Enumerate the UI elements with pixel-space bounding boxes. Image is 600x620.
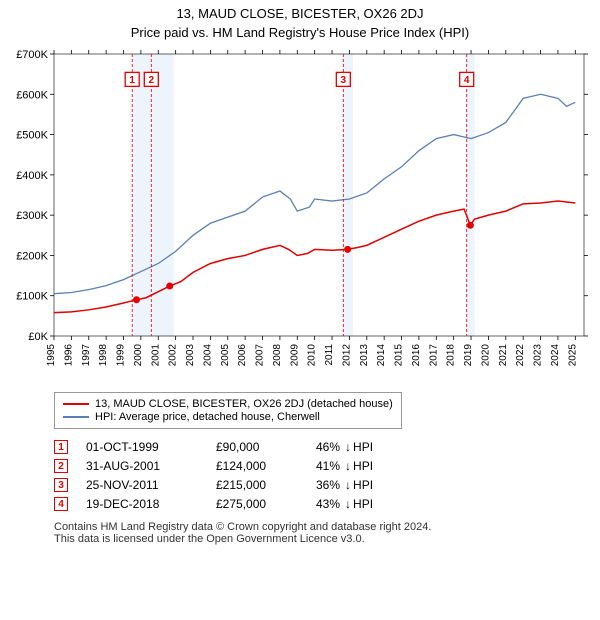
transaction-point	[166, 283, 173, 290]
event-row: 1 01-OCT-1999£90,00046% ↓ HPI	[54, 440, 592, 454]
chart-area: £0K £100K £200K £300K £400K £500K £600K £700K 19…	[8, 46, 592, 386]
x-tick-label: 2012	[341, 344, 352, 367]
x-tick-label: 2019	[463, 344, 474, 367]
event-marker: 3	[54, 478, 68, 492]
x-tick-label: 2025	[567, 344, 578, 367]
x-tick-label: 2000	[133, 344, 144, 367]
x-tick-label: 2008	[272, 344, 283, 367]
event-price: £275,000	[216, 497, 316, 511]
x-tick-label: 2005	[220, 344, 231, 367]
x-tick-label: 2006	[237, 344, 248, 367]
x-tick-label: 1997	[81, 344, 92, 367]
annotation-number: 4	[464, 75, 470, 86]
page-subtitle: Price paid vs. HM Land Registry's House …	[8, 25, 592, 40]
legend-swatch	[63, 403, 89, 405]
event-price: £90,000	[216, 440, 316, 454]
x-tick-label: 2021	[498, 344, 509, 367]
event-price: £215,000	[216, 478, 316, 492]
arrow-down-icon: ↓	[345, 478, 351, 492]
event-diff-ref: HPI	[353, 497, 373, 511]
page-title: 13, MAUD CLOSE, BICESTER, OX26 2DJ	[8, 6, 592, 21]
event-diff-pct: 41%	[316, 459, 340, 473]
y-tick-label: £600K	[16, 89, 48, 101]
y-tick-label: £400K	[16, 170, 48, 182]
event-marker: 1	[54, 440, 68, 454]
event-diff-pct: 36%	[316, 478, 340, 492]
event-date: 31-AUG-2001	[86, 459, 216, 473]
y-tick-label: £200K	[16, 250, 48, 262]
y-tick-label: £700K	[16, 49, 48, 61]
legend-label: 13, MAUD CLOSE, BICESTER, OX26 2DJ (deta…	[95, 398, 393, 410]
y-tick-label: £0K	[28, 331, 48, 343]
footer-text: Contains HM Land Registry data © Crown c…	[54, 521, 592, 545]
event-date: 19-DEC-2018	[86, 497, 216, 511]
x-tick-label: 2015	[394, 344, 405, 367]
annotation-number: 3	[341, 75, 347, 86]
x-tick-label: 1999	[116, 344, 127, 367]
x-tick-label: 2018	[446, 344, 457, 367]
arrow-down-icon: ↓	[345, 459, 351, 473]
x-tick-label: 2017	[428, 344, 439, 367]
event-diff: 36% ↓ HPI	[316, 478, 373, 492]
event-row: 4 19-DEC-2018£275,00043% ↓ HPI	[54, 497, 592, 511]
event-diff-ref: HPI	[353, 459, 373, 473]
x-tick-label: 2010	[307, 344, 318, 367]
x-tick-label: 2011	[324, 344, 335, 366]
event-date: 25-NOV-2011	[86, 478, 216, 492]
x-tick-label: 2016	[411, 344, 422, 367]
x-tick-label: 2024	[550, 344, 561, 367]
event-row: 3 25-NOV-2011£215,00036% ↓ HPI	[54, 478, 592, 492]
event-diff-ref: HPI	[353, 440, 373, 454]
transaction-point	[467, 222, 474, 229]
legend-swatch	[63, 416, 89, 418]
legend-label: HPI: Average price, detached house, Cher…	[95, 411, 320, 423]
annotation-number: 1	[129, 75, 135, 86]
event-diff-pct: 43%	[316, 497, 340, 511]
event-diff: 46% ↓ HPI	[316, 440, 373, 454]
event-marker: 2	[54, 459, 68, 473]
x-tick-label: 2020	[480, 344, 491, 367]
x-tick-label: 1995	[46, 344, 57, 367]
event-row: 2 31-AUG-2001£124,00041% ↓ HPI	[54, 459, 592, 473]
x-tick-label: 2007	[255, 344, 266, 367]
footer-line-1: Contains HM Land Registry data © Crown c…	[54, 521, 592, 533]
highlight-band	[342, 54, 352, 336]
x-tick-label: 2004	[202, 344, 213, 367]
arrow-down-icon: ↓	[345, 497, 351, 511]
arrow-down-icon: ↓	[345, 440, 351, 454]
footer-line-2: This data is licensed under the Open Gov…	[54, 533, 592, 545]
x-tick-label: 1998	[98, 344, 109, 367]
event-diff-pct: 46%	[316, 440, 340, 454]
event-diff: 43% ↓ HPI	[316, 497, 373, 511]
event-date: 01-OCT-1999	[86, 440, 216, 454]
transaction-point	[344, 246, 351, 253]
legend-item: HPI: Average price, detached house, Cher…	[63, 411, 393, 423]
x-tick-label: 2002	[168, 344, 179, 367]
annotation-number: 2	[149, 75, 155, 86]
event-diff-ref: HPI	[353, 478, 373, 492]
y-tick-label: £100K	[16, 291, 48, 303]
event-marker: 4	[54, 497, 68, 511]
x-tick-label: 2022	[515, 344, 526, 367]
y-tick-label: £500K	[16, 130, 48, 142]
event-price: £124,000	[216, 459, 316, 473]
x-tick-label: 2023	[533, 344, 544, 367]
highlight-band	[466, 54, 475, 336]
legend: 13, MAUD CLOSE, BICESTER, OX26 2DJ (deta…	[54, 392, 402, 429]
x-tick-label: 2009	[289, 344, 300, 367]
x-tick-label: 2014	[376, 344, 387, 367]
y-tick-label: £300K	[16, 210, 48, 222]
price-chart: £0K £100K £200K £300K £400K £500K £600K £700K 19…	[8, 46, 592, 386]
x-tick-label: 2001	[150, 344, 161, 367]
events-table: 101-OCT-1999£90,00046%↓ HPI231-AUG-2001£…	[54, 440, 592, 511]
x-tick-label: 2003	[185, 344, 196, 367]
legend-item: 13, MAUD CLOSE, BICESTER, OX26 2DJ (deta…	[63, 398, 393, 410]
event-diff: 41% ↓ HPI	[316, 459, 373, 473]
x-tick-label: 2013	[359, 344, 370, 367]
transaction-point	[133, 296, 140, 303]
x-tick-label: 1996	[63, 344, 74, 367]
